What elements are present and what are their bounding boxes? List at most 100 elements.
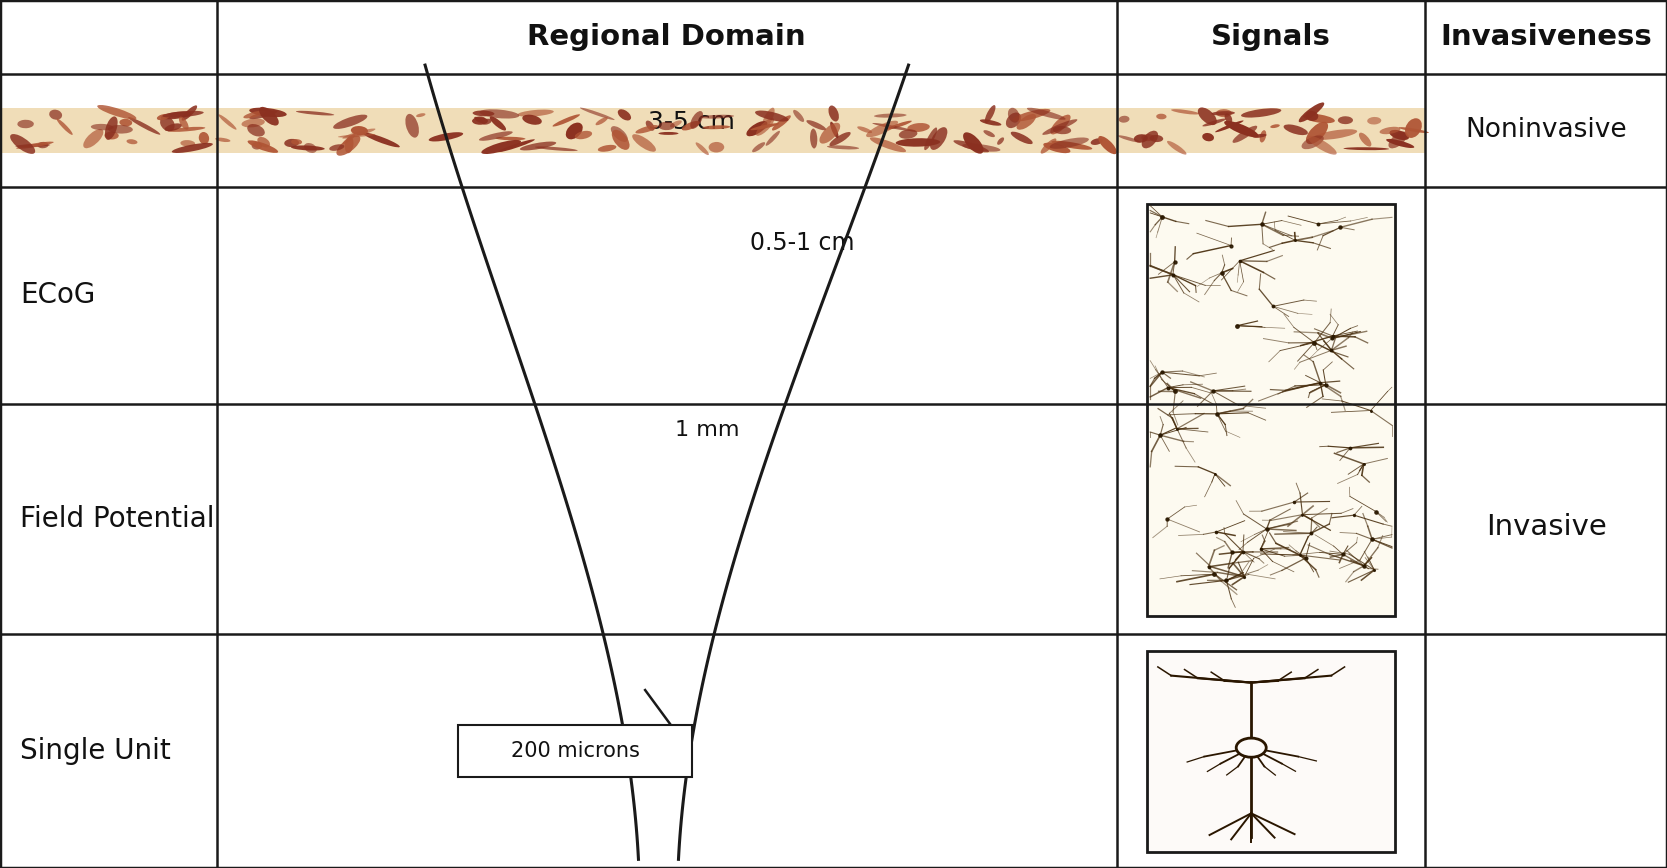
Ellipse shape: [1042, 119, 1077, 135]
Ellipse shape: [517, 109, 553, 116]
Text: ECoG: ECoG: [20, 281, 95, 309]
Ellipse shape: [1090, 138, 1104, 145]
Ellipse shape: [417, 113, 425, 117]
Ellipse shape: [10, 134, 35, 154]
Text: Invasive: Invasive: [1485, 513, 1607, 542]
Ellipse shape: [830, 132, 850, 146]
Ellipse shape: [1050, 137, 1089, 148]
Text: Noninvasive: Noninvasive: [1465, 117, 1627, 143]
Ellipse shape: [1157, 114, 1167, 120]
Ellipse shape: [595, 117, 608, 125]
Ellipse shape: [1172, 109, 1199, 115]
Ellipse shape: [482, 140, 522, 154]
Ellipse shape: [682, 121, 700, 130]
Ellipse shape: [670, 121, 682, 128]
Ellipse shape: [182, 105, 197, 121]
Text: 3-5 cm: 3-5 cm: [648, 109, 735, 134]
Ellipse shape: [473, 117, 483, 123]
Ellipse shape: [165, 123, 182, 131]
Ellipse shape: [575, 131, 592, 139]
Ellipse shape: [475, 116, 485, 121]
Ellipse shape: [215, 138, 230, 142]
Ellipse shape: [243, 110, 265, 118]
Ellipse shape: [1212, 111, 1235, 115]
Ellipse shape: [1054, 126, 1072, 135]
Ellipse shape: [292, 139, 302, 145]
Ellipse shape: [1009, 108, 1020, 122]
Ellipse shape: [1052, 141, 1092, 150]
Ellipse shape: [750, 123, 778, 130]
Ellipse shape: [247, 124, 265, 136]
Ellipse shape: [522, 115, 542, 125]
FancyBboxPatch shape: [458, 725, 692, 777]
Ellipse shape: [1405, 118, 1422, 138]
Ellipse shape: [120, 119, 132, 127]
Ellipse shape: [1202, 119, 1225, 127]
Ellipse shape: [333, 115, 367, 129]
Ellipse shape: [1309, 136, 1337, 155]
Text: Invasiveness: Invasiveness: [1440, 23, 1652, 51]
Ellipse shape: [1380, 127, 1400, 135]
Ellipse shape: [178, 116, 188, 129]
Ellipse shape: [755, 110, 788, 122]
Ellipse shape: [498, 139, 535, 152]
Text: Single Unit: Single Unit: [20, 737, 170, 765]
Ellipse shape: [964, 132, 984, 154]
Ellipse shape: [930, 127, 947, 150]
Ellipse shape: [962, 144, 1000, 152]
Bar: [1147, 651, 1395, 852]
Ellipse shape: [610, 126, 628, 142]
Ellipse shape: [1150, 135, 1164, 142]
Ellipse shape: [1387, 139, 1414, 148]
Ellipse shape: [1017, 114, 1035, 129]
Ellipse shape: [473, 110, 495, 116]
Ellipse shape: [867, 121, 899, 137]
Ellipse shape: [105, 116, 118, 140]
Ellipse shape: [1260, 130, 1267, 142]
Ellipse shape: [350, 126, 368, 135]
Ellipse shape: [1215, 121, 1244, 132]
Ellipse shape: [924, 128, 937, 150]
Ellipse shape: [1202, 133, 1214, 141]
Ellipse shape: [405, 114, 418, 138]
Ellipse shape: [1399, 127, 1429, 133]
Ellipse shape: [1134, 135, 1149, 142]
Ellipse shape: [954, 140, 989, 153]
Ellipse shape: [1302, 135, 1324, 149]
Ellipse shape: [168, 127, 205, 132]
Ellipse shape: [807, 120, 827, 130]
Ellipse shape: [827, 145, 859, 149]
Ellipse shape: [257, 137, 270, 148]
Ellipse shape: [303, 143, 317, 153]
Ellipse shape: [218, 115, 237, 129]
Ellipse shape: [1225, 113, 1232, 123]
Text: 1 mm: 1 mm: [675, 419, 740, 440]
Ellipse shape: [907, 123, 930, 132]
Ellipse shape: [128, 117, 160, 135]
Ellipse shape: [160, 111, 192, 119]
Ellipse shape: [198, 132, 208, 144]
Ellipse shape: [1359, 133, 1372, 147]
Ellipse shape: [874, 114, 907, 118]
Bar: [1147, 204, 1395, 616]
Ellipse shape: [343, 134, 355, 144]
Ellipse shape: [472, 117, 488, 125]
Ellipse shape: [612, 129, 630, 150]
Ellipse shape: [1040, 139, 1057, 154]
Ellipse shape: [428, 132, 463, 141]
Ellipse shape: [242, 119, 265, 128]
Ellipse shape: [1305, 111, 1319, 121]
Ellipse shape: [1232, 126, 1257, 143]
Ellipse shape: [37, 141, 48, 148]
Ellipse shape: [17, 141, 53, 148]
Ellipse shape: [765, 131, 780, 146]
Ellipse shape: [857, 127, 872, 133]
Ellipse shape: [1010, 132, 1034, 144]
Ellipse shape: [828, 106, 839, 122]
Ellipse shape: [338, 134, 375, 137]
Ellipse shape: [1167, 141, 1187, 155]
Ellipse shape: [292, 146, 325, 150]
Ellipse shape: [1099, 136, 1117, 155]
Ellipse shape: [342, 128, 375, 139]
Ellipse shape: [50, 109, 62, 120]
